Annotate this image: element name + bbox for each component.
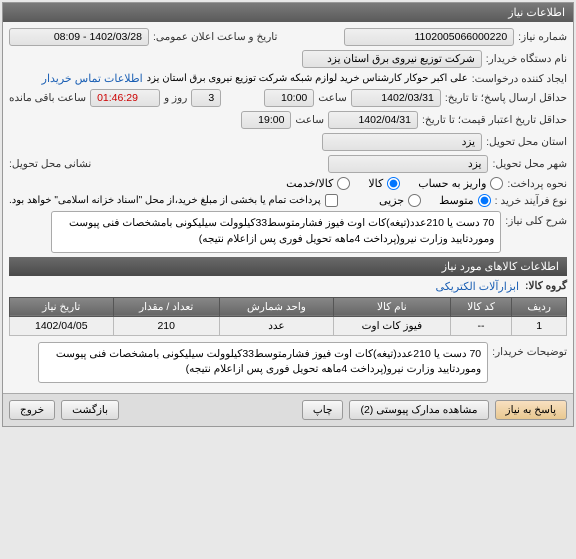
countdown-field: 01:46:29: [90, 89, 160, 107]
city-label: شهر محل تحویل:: [492, 158, 567, 170]
process-opt-0[interactable]: متوسط: [439, 194, 491, 207]
payment-opt-1-label: کالا: [368, 177, 383, 190]
info-panel: اطلاعات نیاز شماره نیاز: 110200506600022…: [2, 2, 574, 427]
td-4: 210: [113, 316, 219, 335]
creator-label: ایجاد کننده درخواست:: [472, 73, 567, 85]
panel-title: اطلاعات نیاز: [3, 3, 573, 22]
table-row[interactable]: 1 -- فیوز کات اوت عدد 210 1402/04/05: [10, 316, 567, 335]
th-0: ردیف: [512, 297, 567, 316]
valid-label: حداقل تاریخ اعتبار قیمت؛ تا تاریخ:: [422, 114, 567, 126]
address-label: نشانی محل تحویل:: [9, 158, 91, 170]
td-1: --: [450, 316, 512, 335]
group-value[interactable]: ابزارآلات الکتریکی: [436, 280, 519, 293]
treasury-note: پرداخت تمام یا بخشی از مبلغ خرید،از محل …: [9, 195, 321, 206]
deadline-time-label: ساعت: [318, 92, 347, 104]
contact-link[interactable]: اطلاعات تماس خریدار: [42, 72, 143, 85]
org-field: شرکت توزیع نیروی برق استان یزد: [302, 50, 482, 68]
province-field: یزد: [322, 133, 482, 151]
th-3: واحد شمارش: [219, 297, 333, 316]
payment-opt-2-label: کالا/خدمت: [286, 177, 333, 190]
days-field: 3: [191, 89, 221, 107]
process-opt-1-label: جزیی: [379, 194, 404, 207]
announce-label: تاریخ و ساعت اعلان عمومی:: [153, 31, 277, 43]
payment-opt-0-label: واریز به حساب: [418, 177, 486, 190]
td-3: عدد: [219, 316, 333, 335]
need-no-label: شماره نیاز:: [518, 31, 567, 43]
process-radio-group: متوسط جزیی: [379, 194, 491, 207]
td-0: 1: [512, 316, 567, 335]
td-5: 1402/04/05: [10, 316, 114, 335]
process-opt-1[interactable]: جزیی: [379, 194, 421, 207]
valid-time-label: ساعت: [295, 114, 324, 126]
th-1: کد کالا: [450, 297, 512, 316]
footer-bar: پاسخ به نیاز مشاهده مدارک پیوستی (2) چاپ…: [3, 393, 573, 426]
valid-date: 1402/04/31: [328, 111, 418, 129]
buyer-notes-box: 70 دست یا 210عدد(تیغه)کات اوت فیوز فشارم…: [38, 342, 488, 384]
org-label: نام دستگاه خریدار:: [486, 53, 567, 65]
panel-body: شماره نیاز: 1102005066000220 تاریخ و ساع…: [3, 22, 573, 393]
process-label: نوع فرآیند خرید :: [495, 195, 567, 207]
attach-button[interactable]: مشاهده مدارک پیوستی (2): [349, 400, 488, 420]
remain-label: ساعت باقی مانده: [9, 92, 86, 104]
payment-opt-1[interactable]: کالا: [368, 177, 400, 190]
creator-text: علی اکبر حوکار کارشناس خرید لوازم شبکه ش…: [147, 73, 468, 84]
days-label: روز و: [164, 92, 187, 104]
deadline-date: 1402/03/31: [351, 89, 441, 107]
exit-button[interactable]: خروج: [9, 400, 55, 420]
reply-button[interactable]: پاسخ به نیاز: [495, 400, 567, 420]
announce-field: 1402/03/28 - 08:09: [9, 28, 149, 46]
payment-opt-0[interactable]: واریز به حساب: [418, 177, 503, 190]
th-4: تعداد / مقدار: [113, 297, 219, 316]
back-button[interactable]: بازگشت: [61, 400, 119, 420]
need-no-field: 1102005066000220: [344, 28, 514, 46]
desc-label: شرح کلی نیاز:: [505, 211, 567, 227]
payment-radio-group: واریز به حساب کالا کالا/خدمت: [286, 177, 503, 190]
items-panel-title: اطلاعات کالاهای مورد نیاز: [9, 257, 567, 276]
province-label: استان محل تحویل:: [486, 136, 567, 148]
valid-time: 19:00: [241, 111, 291, 129]
deadline-label: حداقل ارسال پاسخ؛ تا تاریخ:: [445, 92, 567, 104]
items-table: ردیف کد کالا نام کالا واحد شمارش تعداد /…: [9, 297, 567, 336]
payment-label: نحوه پرداخت:: [507, 178, 567, 190]
payment-opt-2[interactable]: کالا/خدمت: [286, 177, 350, 190]
desc-box: 70 دست یا 210عدد(تیغه)کات اوت فیوز فشارم…: [51, 211, 501, 253]
table-header-row: ردیف کد کالا نام کالا واحد شمارش تعداد /…: [10, 297, 567, 316]
process-opt-0-label: متوسط: [439, 194, 474, 207]
city-field: یزد: [328, 155, 488, 173]
treasury-check[interactable]: پرداخت تمام یا بخشی از مبلغ خرید،از محل …: [9, 194, 338, 207]
th-2: نام کالا: [333, 297, 450, 316]
th-5: تاریخ نیاز: [10, 297, 114, 316]
buyer-notes-label: توضیحات خریدار:: [492, 342, 567, 358]
group-label: گروه کالا:: [525, 280, 567, 292]
print-button[interactable]: چاپ: [302, 400, 344, 420]
td-2: فیوز کات اوت: [333, 316, 450, 335]
deadline-time: 10:00: [264, 89, 314, 107]
